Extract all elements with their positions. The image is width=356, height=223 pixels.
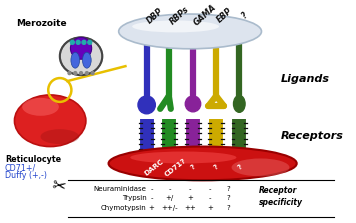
Text: -: - xyxy=(150,186,153,192)
Ellipse shape xyxy=(231,159,289,176)
Circle shape xyxy=(76,40,80,44)
Text: Chymotypsin: Chymotypsin xyxy=(101,205,147,211)
Text: Duffy (+,-): Duffy (+,-) xyxy=(5,171,47,180)
Text: ++/-: ++/- xyxy=(162,205,178,211)
Circle shape xyxy=(68,72,71,75)
Text: -: - xyxy=(209,186,211,192)
Circle shape xyxy=(185,96,201,112)
Text: +: + xyxy=(187,195,193,201)
Circle shape xyxy=(74,72,77,75)
Text: ✂: ✂ xyxy=(51,175,67,195)
Circle shape xyxy=(82,40,86,44)
Text: -: - xyxy=(150,195,153,201)
Text: Receptor
specificity: Receptor specificity xyxy=(258,186,303,206)
Text: Neuraminidase: Neuraminidase xyxy=(94,186,147,192)
Text: ?: ? xyxy=(212,164,219,171)
Ellipse shape xyxy=(70,37,91,59)
Circle shape xyxy=(70,40,74,44)
Circle shape xyxy=(80,72,83,75)
Text: -: - xyxy=(209,195,211,201)
Ellipse shape xyxy=(60,37,102,75)
Circle shape xyxy=(88,40,91,44)
Text: ?: ? xyxy=(189,164,196,171)
Circle shape xyxy=(85,72,88,75)
Text: Receptors: Receptors xyxy=(281,131,344,141)
Ellipse shape xyxy=(132,21,219,32)
Text: CD71+/: CD71+/ xyxy=(5,163,36,172)
Text: DBP: DBP xyxy=(145,6,164,25)
Ellipse shape xyxy=(130,152,236,163)
Text: ++: ++ xyxy=(184,205,196,211)
Circle shape xyxy=(138,96,155,114)
Text: ?: ? xyxy=(236,164,244,171)
Text: CD71?: CD71? xyxy=(164,157,188,178)
Ellipse shape xyxy=(71,52,80,68)
Text: RBPs: RBPs xyxy=(168,5,191,27)
Ellipse shape xyxy=(119,14,262,49)
Text: ?: ? xyxy=(227,205,231,211)
Text: +: + xyxy=(208,205,213,211)
Text: DARC: DARC xyxy=(143,158,164,177)
Text: ?: ? xyxy=(227,195,231,201)
Ellipse shape xyxy=(15,95,86,147)
Text: ?: ? xyxy=(239,11,249,21)
Text: EBP: EBP xyxy=(215,6,234,25)
Text: +/: +/ xyxy=(166,195,174,201)
Text: -: - xyxy=(169,186,171,192)
Text: Reticulocyte: Reticulocyte xyxy=(5,155,61,165)
Ellipse shape xyxy=(83,52,91,68)
Text: ?: ? xyxy=(227,186,231,192)
Circle shape xyxy=(91,72,94,75)
Text: Trypsin: Trypsin xyxy=(122,195,147,201)
Ellipse shape xyxy=(234,95,245,112)
Ellipse shape xyxy=(109,147,297,180)
Text: Ligands: Ligands xyxy=(281,74,330,84)
Text: Merozoite: Merozoite xyxy=(16,19,67,28)
Text: +: + xyxy=(148,205,155,211)
Text: GAMA: GAMA xyxy=(192,3,218,28)
Text: -: - xyxy=(189,186,191,192)
Ellipse shape xyxy=(22,98,59,116)
Ellipse shape xyxy=(41,129,79,144)
